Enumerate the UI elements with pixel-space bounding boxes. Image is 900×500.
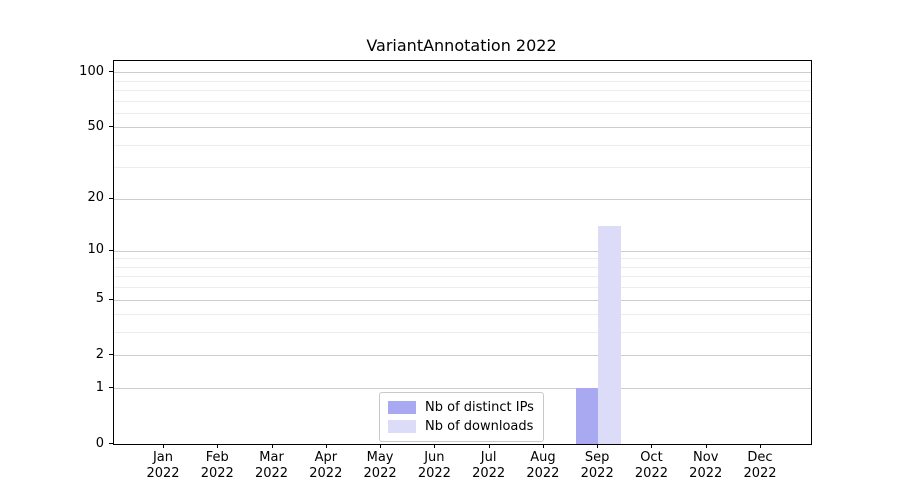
- month-label: Jan: [152, 450, 174, 465]
- y-tick-label: 100: [79, 63, 104, 79]
- minor-gridline: [114, 266, 811, 268]
- x-tick-label: Jul 2022: [457, 450, 521, 482]
- x-tick-label: Apr 2022: [294, 450, 358, 482]
- x-tick-mark: [705, 444, 707, 448]
- month-label: Sep: [584, 450, 610, 465]
- x-tick-mark: [217, 444, 219, 448]
- x-tick-label: Sep 2022: [565, 450, 629, 482]
- month-label: May: [366, 450, 394, 465]
- major-gridline: [114, 198, 811, 200]
- x-tick-label: Oct 2022: [619, 450, 683, 482]
- year-label: 2022: [309, 466, 343, 481]
- y-tick-label: 5: [95, 291, 104, 307]
- x-tick-mark: [651, 444, 653, 448]
- minor-gridline: [114, 112, 811, 114]
- year-label: 2022: [580, 466, 614, 481]
- x-tick-label: Nov 2022: [674, 450, 738, 482]
- x-tick-label: Jun 2022: [402, 450, 466, 482]
- x-tick-label: Jan 2022: [131, 450, 195, 482]
- year-label: 2022: [200, 466, 234, 481]
- y-tick-mark: [109, 249, 113, 251]
- y-tick-mark: [109, 298, 113, 300]
- month-label: Feb: [205, 450, 229, 465]
- year-label: 2022: [472, 466, 506, 481]
- y-tick-label: 20: [87, 190, 104, 206]
- month-label: Jul: [480, 450, 497, 465]
- year-label: 2022: [363, 466, 397, 481]
- minor-gridline: [114, 258, 811, 260]
- legend-swatch-icon: [388, 401, 416, 414]
- bar-distinct-ips: [575, 388, 599, 444]
- x-tick-label: Feb 2022: [185, 450, 249, 482]
- y-tick-mark: [109, 126, 113, 128]
- major-gridline: [114, 299, 811, 301]
- x-tick-mark: [271, 444, 273, 448]
- y-tick-label: 0: [95, 435, 104, 451]
- y-tick-label: 10: [87, 242, 104, 258]
- legend-item-label: Nb of distinct IPs: [425, 400, 534, 415]
- month-label: Oct: [640, 450, 663, 465]
- major-gridline: [114, 250, 811, 252]
- year-label: 2022: [526, 466, 560, 481]
- x-tick-mark: [488, 444, 490, 448]
- month-label: Aug: [530, 450, 556, 465]
- minor-gridline: [114, 100, 811, 102]
- x-tick-mark: [163, 444, 164, 448]
- major-gridline: [114, 388, 811, 390]
- y-tick-mark: [109, 197, 113, 199]
- y-tick-mark: [109, 387, 113, 389]
- year-label: 2022: [254, 466, 289, 481]
- major-gridline: [114, 355, 811, 357]
- y-tick-mark: [109, 71, 113, 73]
- y-tick-label: 2: [95, 346, 104, 362]
- minor-gridline: [114, 287, 811, 289]
- minor-gridline: [114, 89, 811, 91]
- minor-gridline: [114, 144, 811, 146]
- y-tick-label: 1: [95, 379, 104, 395]
- legend-item-label: Nb of downloads: [425, 419, 534, 434]
- year-label: 2022: [417, 466, 451, 481]
- year-label: 2022: [689, 466, 723, 481]
- legend-swatch-icon: [388, 420, 416, 433]
- month-label: Dec: [747, 450, 773, 465]
- legend-item: Nb of downloads: [388, 417, 534, 436]
- chart-title: VariantAnnotation 2022: [366, 36, 557, 55]
- x-tick-mark: [325, 444, 327, 448]
- month-label: Mar: [259, 450, 284, 465]
- major-gridline: [114, 127, 811, 129]
- x-tick-mark: [760, 444, 761, 448]
- y-tick-mark: [109, 354, 113, 356]
- legend-item: Nb of distinct IPs: [388, 398, 534, 417]
- year-label: 2022: [743, 466, 777, 481]
- x-tick-label: Aug 2022: [511, 450, 575, 482]
- x-tick-mark: [434, 444, 436, 448]
- bar-downloads: [598, 225, 621, 444]
- x-tick-mark: [380, 444, 382, 448]
- year-label: 2022: [146, 466, 180, 481]
- minor-gridline: [114, 276, 811, 278]
- plot-area: Nb of distinct IPs Nb of downloads: [113, 60, 812, 445]
- year-label: 2022: [634, 466, 668, 481]
- month-label: Nov: [693, 450, 719, 465]
- minor-gridline: [114, 332, 811, 334]
- x-tick-label: Dec 2022: [728, 450, 792, 482]
- x-tick-mark: [597, 444, 599, 448]
- y-tick-mark: [109, 443, 113, 444]
- month-label: Apr: [314, 450, 338, 465]
- legend: Nb of distinct IPs Nb of downloads: [379, 392, 544, 442]
- minor-gridline: [114, 80, 811, 82]
- x-tick-label: Mar 2022: [240, 450, 304, 482]
- minor-gridline: [114, 314, 811, 316]
- minor-gridline: [114, 167, 811, 169]
- x-tick-mark: [542, 444, 544, 448]
- y-tick-label: 50: [87, 118, 104, 134]
- major-gridline: [114, 72, 811, 74]
- x-tick-label: May 2022: [348, 450, 412, 482]
- month-label: Jun: [424, 450, 445, 465]
